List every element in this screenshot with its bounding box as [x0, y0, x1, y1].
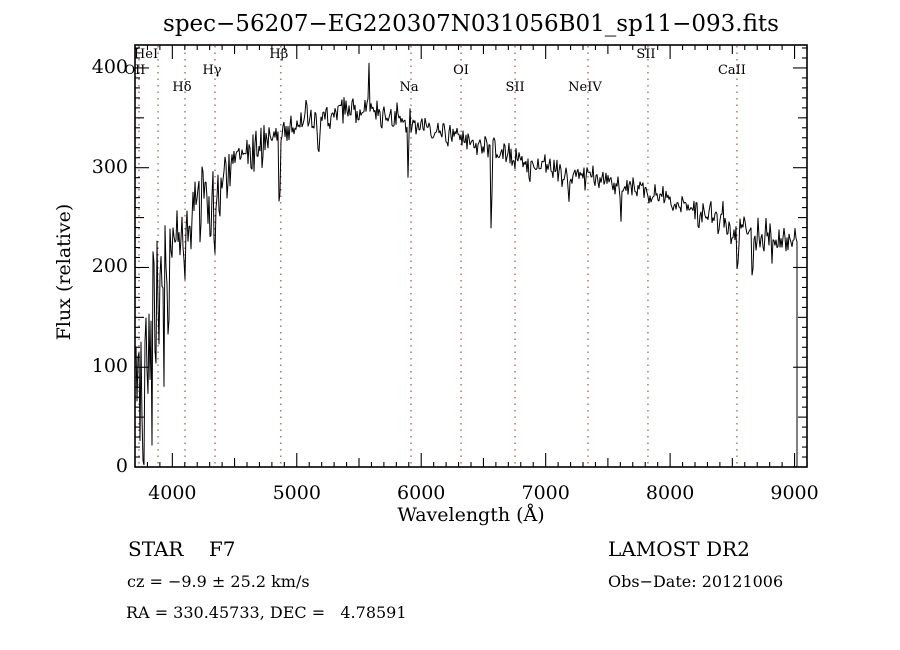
plot-title: spec−56207−EG220307N031056B01_sp11−093.f… [163, 11, 779, 37]
classification-label: STAR F7 [128, 537, 236, 561]
x-tick-label: 4000 [148, 482, 197, 504]
line-label-OII: OII [124, 63, 146, 78]
y-tick-label: 200 [91, 255, 128, 278]
y-axis-title: Flux (relative) [53, 203, 75, 341]
line-label-NeIV: NeIV [568, 80, 602, 95]
x-tick-label: 5000 [272, 482, 321, 504]
line-label-OI: OI [453, 63, 469, 78]
y-tick-label: 300 [91, 155, 128, 178]
y-tick-label: 400 [91, 55, 128, 78]
line-label-SII: SII [636, 47, 656, 62]
ra-dec-value: RA = 330.45733, DEC = 4.78591 [126, 603, 407, 622]
x-tick-label: 7000 [521, 482, 570, 504]
line-label-Na: Na [399, 80, 419, 95]
obs-date: Obs−Date: 20121006 [608, 572, 784, 591]
survey-label: LAMOST DR2 [608, 537, 750, 561]
x-axis-title: Wavelength (Å) [397, 504, 545, 526]
spectrum-trace [135, 62, 798, 467]
line-label-Hγ: Hγ [202, 63, 222, 78]
line-label-HeI: HeI [133, 47, 159, 62]
x-tick-label: 9000 [770, 482, 819, 504]
y-tick-label: 100 [91, 355, 128, 378]
cz-value: cz = −9.9 ± 25.2 km/s [127, 572, 310, 591]
x-tick-label: 8000 [645, 482, 695, 504]
line-label-SII: SII [505, 80, 525, 95]
plot-frame [134, 44, 808, 468]
x-tick-label: 6000 [397, 482, 446, 504]
y-tick-label: 0 [115, 455, 128, 477]
line-label-Hδ: Hδ [172, 80, 192, 95]
line-label-Hβ: Hβ [269, 47, 289, 62]
line-label-CaII: CaII [717, 63, 746, 78]
